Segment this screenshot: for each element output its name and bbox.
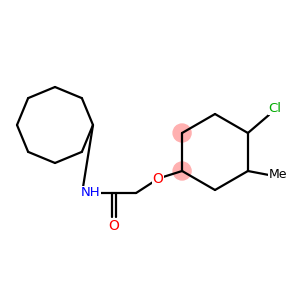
Text: NH: NH — [80, 187, 100, 200]
Text: O: O — [153, 172, 164, 186]
Text: O: O — [109, 219, 119, 233]
Circle shape — [173, 124, 191, 142]
Text: Cl: Cl — [268, 101, 281, 115]
Circle shape — [173, 162, 191, 180]
Text: Me: Me — [269, 169, 287, 182]
